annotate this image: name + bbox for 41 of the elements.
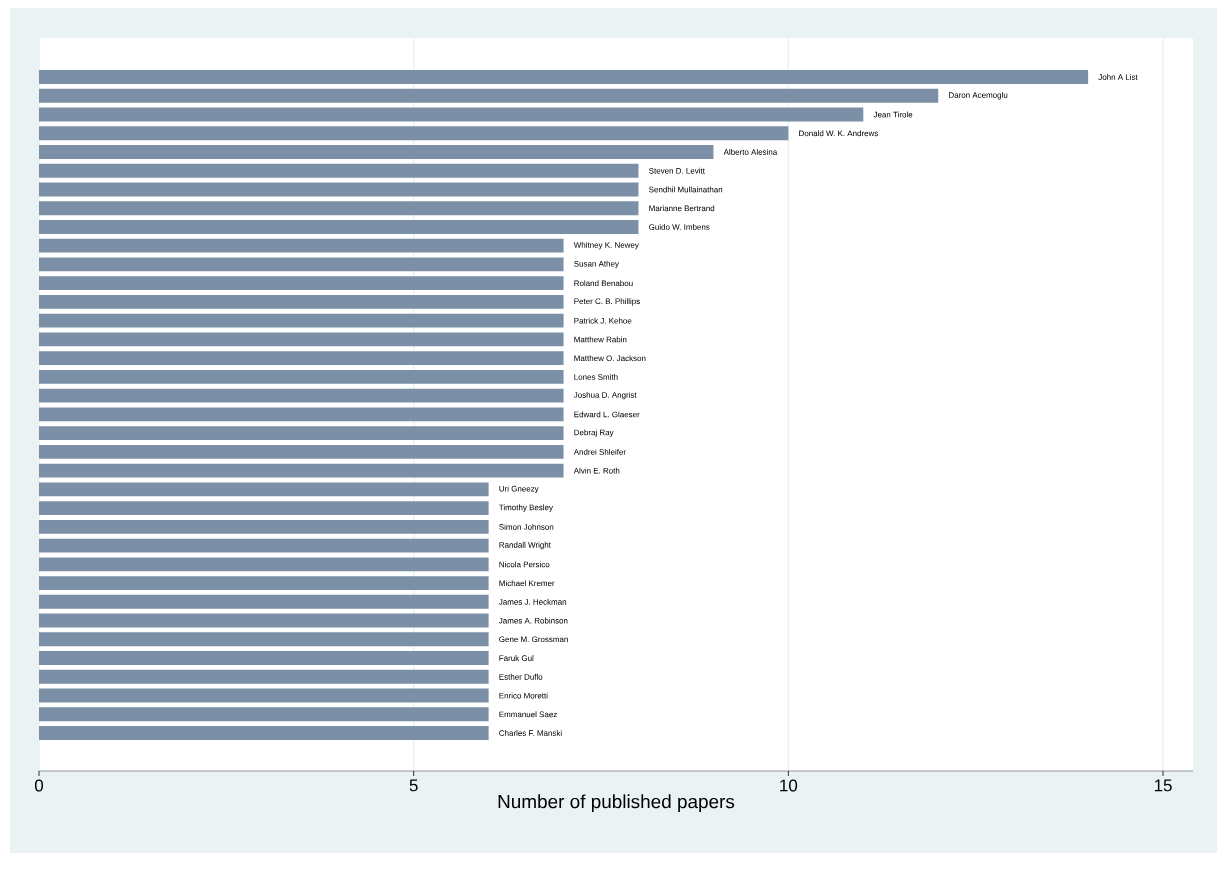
bar [39,182,639,197]
bar [39,613,489,628]
bar [39,557,489,572]
bar [39,107,864,122]
bar [39,388,564,403]
bar [39,501,489,516]
bar [39,651,489,665]
bar [39,632,489,647]
bar [39,201,639,216]
bar [39,669,489,684]
bar [39,482,489,497]
bar [39,238,564,253]
bar [39,220,639,234]
bar [39,294,564,309]
bar [39,426,564,441]
bar [39,576,489,590]
bar [39,276,564,291]
x-tick-label: 5 [409,779,418,792]
bar [39,332,564,347]
bar [39,351,564,366]
bar [39,88,939,103]
bar [39,463,564,478]
bar [39,163,639,178]
bar [39,519,489,534]
x-tick-label: 10 [780,779,798,792]
bar [39,707,489,722]
bar [39,444,564,459]
bar [39,407,564,422]
bar [39,538,489,553]
bar [39,257,564,272]
bar [39,126,789,141]
bar [39,70,1089,84]
bar [39,726,489,740]
bar [39,369,564,384]
x-tick-label: 0 [34,779,44,792]
bar [39,688,489,703]
x-tick-label: 15 [1154,779,1172,792]
bar [39,594,489,609]
x-axis-title: Number of published papers [498,794,735,812]
bar [39,313,564,328]
bar [39,145,714,159]
